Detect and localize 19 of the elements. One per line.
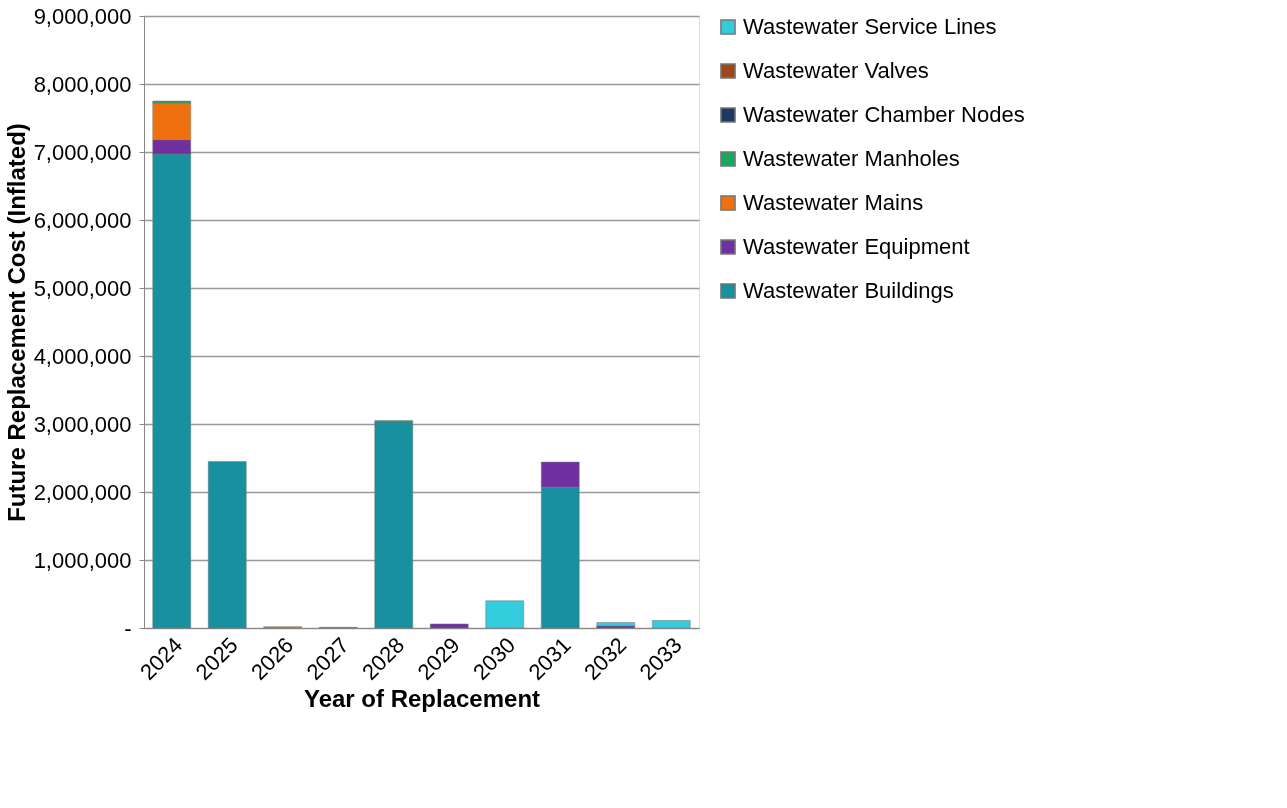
legend-label: Wastewater Service Lines xyxy=(743,14,997,39)
legend-label: Wastewater Mains xyxy=(743,190,924,215)
y-axis-title: Future Replacement Cost (Inflated) xyxy=(2,123,30,522)
y-tick-label: 6,000,000 xyxy=(33,207,132,233)
y-tick-label: - xyxy=(124,615,132,641)
legend-label: Wastewater Chamber Nodes xyxy=(743,102,1025,127)
y-tick-label: 2,000,000 xyxy=(33,479,132,505)
y-tick-label: 5,000,000 xyxy=(33,275,132,301)
legend-label: Wastewater Buildings xyxy=(743,278,954,303)
x-axis-title: Year of Replacement xyxy=(303,684,541,712)
y-tick-label: 7,000,000 xyxy=(33,139,132,165)
y-tick-label: 9,000,000 xyxy=(33,3,132,29)
y-tick-label: 4,000,000 xyxy=(33,343,132,369)
legend-label: Wastewater Equipment xyxy=(743,234,970,259)
y-tick-label: 8,000,000 xyxy=(33,71,132,97)
legend-label: Wastewater Valves xyxy=(743,58,929,83)
y-tick-label: 3,000,000 xyxy=(33,411,132,437)
legend-label: Wastewater Manholes xyxy=(743,146,960,171)
y-tick-label: 1,000,000 xyxy=(33,547,132,573)
